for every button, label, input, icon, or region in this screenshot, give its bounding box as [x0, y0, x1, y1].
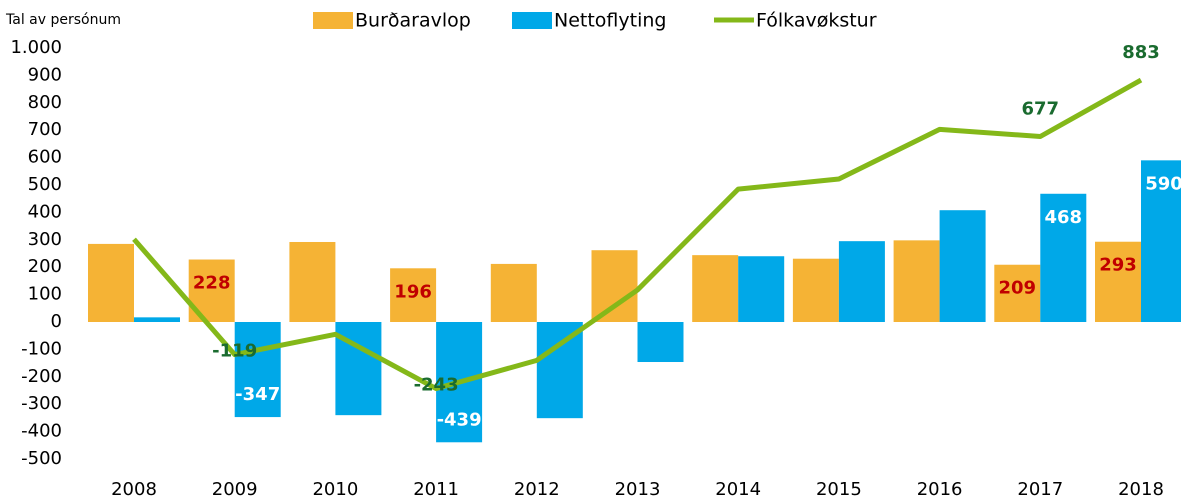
bar — [234, 322, 281, 418]
y-tick-label: 300 — [28, 229, 62, 250]
bar — [1095, 241, 1141, 322]
x-tick-label: 2013 — [615, 479, 661, 500]
x-tick-label: 2010 — [312, 479, 358, 500]
bar — [1141, 160, 1181, 322]
data-label: -243 — [414, 375, 459, 396]
y-axis-title: Tal av persónum — [5, 12, 121, 28]
bar — [838, 241, 885, 322]
y-tick-label: 0 — [51, 311, 62, 332]
y-tick-label: 500 — [28, 174, 62, 195]
y-tick-label: 200 — [28, 256, 62, 277]
x-tick-label: 2017 — [1017, 479, 1063, 500]
bar — [994, 264, 1041, 322]
legend-swatch — [313, 12, 353, 29]
y-tick-label: -200 — [21, 366, 62, 387]
y-tick-label: -300 — [21, 393, 62, 414]
x-tick-label: 2012 — [514, 479, 560, 500]
y-tick-label: 1.000 — [10, 37, 62, 58]
bar — [893, 240, 940, 322]
bar — [390, 268, 437, 322]
data-label: 590 — [1145, 173, 1181, 194]
data-label: -439 — [437, 409, 482, 430]
bar — [536, 322, 583, 419]
data-label: 677 — [1022, 99, 1060, 120]
line — [132, 77, 1143, 392]
legend-swatch — [512, 12, 552, 29]
data-label: 228 — [193, 273, 231, 294]
data-label: -347 — [235, 384, 280, 405]
bar — [939, 210, 986, 322]
y-tick-label: 400 — [28, 201, 62, 222]
x-tick-label: 2014 — [715, 479, 761, 500]
y-tick-label: -100 — [21, 338, 62, 359]
x-tick-label: 2016 — [917, 479, 963, 500]
bar — [792, 258, 839, 322]
x-tick-label: 2008 — [111, 479, 157, 500]
y-tick-label: -400 — [21, 421, 62, 442]
bar — [1040, 193, 1087, 322]
bar — [591, 250, 638, 322]
data-label: 196 — [394, 281, 432, 302]
data-label: 468 — [1045, 207, 1083, 228]
bar — [88, 243, 134, 322]
y-tick-label: 700 — [28, 119, 62, 140]
bar — [289, 241, 336, 322]
y-tick-label: 800 — [28, 92, 62, 113]
legend-label: Nettoflyting — [554, 10, 666, 32]
bar — [692, 255, 739, 322]
y-tick-label: 100 — [28, 284, 62, 305]
bar — [490, 263, 537, 322]
data-label: 293 — [1099, 255, 1137, 276]
x-tick-label: 2009 — [212, 479, 258, 500]
data-label: -119 — [212, 341, 257, 362]
x-tick-label: 2018 — [1118, 479, 1164, 500]
x-tick-label: 2015 — [816, 479, 862, 500]
x-tick-label: 2011 — [413, 479, 459, 500]
legend-label: Burðaravlop — [355, 10, 471, 32]
y-tick-label: -500 — [21, 448, 62, 469]
data-label: 209 — [999, 278, 1037, 299]
bar — [738, 256, 785, 322]
y-tick-label: 900 — [28, 64, 62, 85]
bar — [134, 317, 180, 322]
data-label: 883 — [1122, 42, 1160, 63]
legend-label: Fólkavøkstur — [756, 10, 877, 32]
y-tick-label: 600 — [28, 147, 62, 168]
bar — [637, 322, 684, 363]
